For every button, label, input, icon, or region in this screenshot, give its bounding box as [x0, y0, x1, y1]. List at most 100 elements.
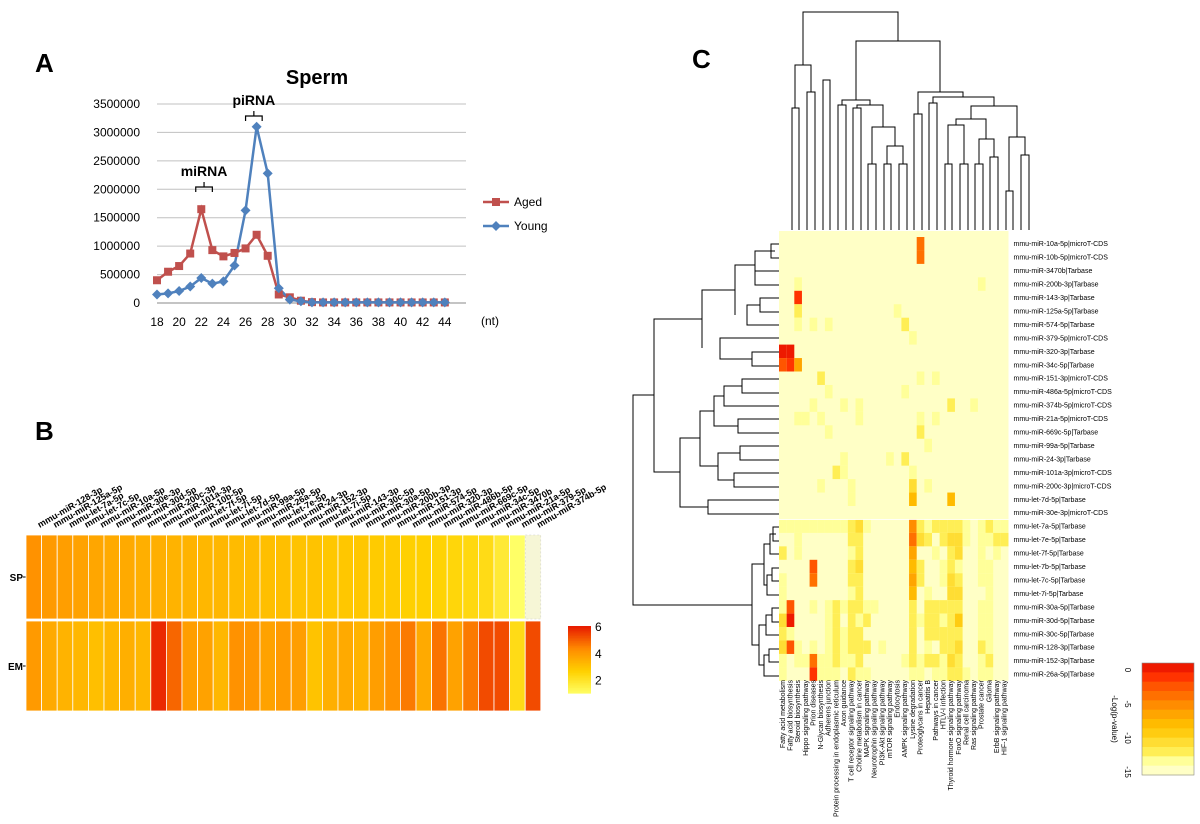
x-tick-label: 30	[283, 315, 297, 329]
heatmap-cell	[947, 586, 955, 601]
heatmap-cell	[847, 519, 856, 533]
panel-label-b: B	[35, 416, 54, 446]
data-point	[417, 297, 428, 308]
heatmap-cell	[353, 620, 370, 712]
heatmap-cell	[893, 304, 902, 318]
data-point	[208, 246, 217, 255]
colorbar-swatch	[568, 657, 591, 661]
heatmap-cell	[924, 532, 932, 547]
data-point	[229, 260, 240, 271]
column-labels: mmu-miR-128-3pmmu-miR-125a-5pmmu-let-7a-…	[36, 482, 609, 530]
column-label: Hepatitis B	[925, 680, 932, 714]
column-label: Steroid biosynthesis	[795, 680, 802, 743]
heatmap-cell	[809, 653, 818, 668]
heatmap-cell	[909, 479, 917, 493]
heatmap-cell	[878, 640, 887, 654]
annotation-label: piRNA	[232, 92, 275, 108]
colorbar-swatch	[568, 636, 591, 639]
heatmap-cell	[977, 559, 986, 574]
heatmap-cell	[993, 546, 1001, 560]
x-tick-label: 44	[438, 315, 452, 329]
heatmap-cell	[415, 534, 433, 620]
heatmap-cell	[977, 600, 986, 614]
heatmap-cell	[932, 613, 940, 628]
heatmap-cell	[932, 519, 940, 533]
colorbar-swatch	[1142, 672, 1194, 683]
heatmap-grid	[779, 231, 1009, 681]
heatmap-cell	[25, 620, 43, 712]
x-tick-label: 40	[394, 315, 408, 329]
colorbar-swatch	[568, 686, 591, 689]
row-labels: mmu-miR-10a-5p|microT-CDS mmu-miR-10b-5p|…	[1014, 241, 1113, 678]
x-unit-label: (nt)	[481, 314, 499, 328]
row-label: mmu-miR-99a-5p|Tarbase	[1014, 443, 1095, 450]
heatmap-cell	[985, 667, 994, 681]
heatmap-cell	[306, 620, 323, 712]
column-label: Thyroid hormone signaling pathway	[948, 680, 955, 791]
legend-label: Young	[514, 219, 548, 233]
colorbar-swatch	[568, 676, 591, 679]
heatmap-cell	[840, 640, 848, 654]
colorbar-swatch	[568, 661, 591, 664]
data-point	[185, 281, 196, 292]
heatmap-cell	[985, 519, 994, 533]
column-label: ErbB signaling pathway	[994, 680, 1001, 754]
heatmap-cell	[801, 653, 810, 668]
heatmap-cell	[243, 534, 261, 620]
colorbar-swatch	[568, 659, 591, 662]
heatmap-cell	[855, 398, 864, 412]
heatmap-cell	[321, 620, 339, 712]
column-label: HIF-1 signaling pathway	[1002, 680, 1009, 756]
heatmap-cell	[832, 653, 841, 668]
colorbar-swatch	[568, 639, 591, 642]
heatmap-cell	[840, 465, 848, 480]
y-tick-label: 3500000	[93, 97, 140, 111]
heatmap-cell	[801, 519, 810, 533]
column-label: Hippo signaling pathway	[803, 680, 810, 756]
row-label: mmu-miR-101a-3p|microT-CDS	[1014, 470, 1113, 477]
heatmap-cell	[817, 667, 825, 681]
heatmap-cell	[824, 317, 833, 332]
heatmap-cell	[909, 532, 917, 547]
y-tick-label: 0	[133, 296, 140, 310]
x-tick-label: 24	[217, 315, 231, 329]
heatmap-cell	[840, 519, 848, 533]
heatmap-cell	[863, 613, 871, 628]
colorbar-swatch	[1142, 663, 1194, 673]
heatmap-cell	[962, 519, 971, 533]
row-label: mmu-miR-34c-5p|Tarbase	[1014, 362, 1095, 369]
heatmap-cell	[916, 250, 925, 264]
data-point	[263, 251, 272, 260]
heatmap-cell	[150, 534, 167, 620]
heatmap-cell	[863, 640, 871, 654]
colorbar-swatch	[568, 629, 591, 632]
heatmap-cell	[337, 620, 355, 712]
heatmap-cell	[1000, 532, 1009, 547]
heatmap-cell	[855, 532, 864, 547]
row-label: mmu-miR-152-3p|Tarbase	[1014, 658, 1095, 665]
heatmap-cell	[977, 640, 986, 654]
heatmap-cell	[855, 519, 864, 533]
heatmap-cell	[847, 627, 856, 641]
heatmap-cell	[977, 627, 986, 641]
heatmap-cell	[909, 492, 917, 506]
column-label: Prostate cancer	[979, 679, 986, 729]
heatmap-cell	[779, 600, 787, 614]
heatmap-cell	[954, 600, 963, 614]
colorbar-swatch	[568, 666, 591, 669]
heatmap-cell	[855, 546, 864, 560]
colorbar-swatch	[1142, 765, 1194, 776]
legend-marker	[492, 198, 500, 206]
column-label: HTLV-I infection	[940, 680, 947, 729]
column-label: mTOR signaling pathway	[887, 680, 894, 759]
heatmap-cell	[924, 438, 932, 453]
heatmap-cell	[916, 237, 925, 251]
heatmap-cell	[954, 667, 963, 681]
heatmap-cell	[970, 398, 978, 412]
heatmap-cell	[477, 620, 495, 712]
x-tick-label: 18	[150, 315, 164, 329]
colorbar: 0 -5 -10 -15 -Log(p-value)	[1110, 662, 1195, 778]
heatmap-cell	[901, 384, 910, 399]
data-point	[197, 205, 206, 214]
